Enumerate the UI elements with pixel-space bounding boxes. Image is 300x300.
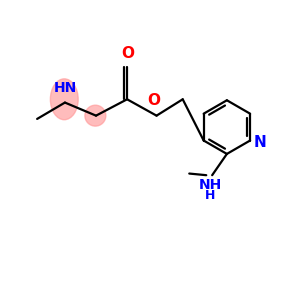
Text: H: H <box>205 189 216 202</box>
Ellipse shape <box>50 79 78 120</box>
Text: NH: NH <box>199 178 222 192</box>
Text: HN: HN <box>54 81 77 95</box>
Circle shape <box>85 105 106 126</box>
Text: O: O <box>121 46 134 61</box>
Text: O: O <box>147 94 161 109</box>
Text: N: N <box>254 135 267 150</box>
